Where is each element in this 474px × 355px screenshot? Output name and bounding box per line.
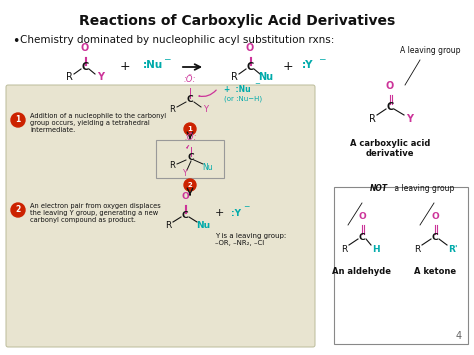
Text: :Y: :Y	[231, 208, 241, 218]
Text: Y: Y	[98, 72, 104, 82]
Text: −: −	[318, 55, 326, 64]
Text: H: H	[372, 245, 380, 253]
Circle shape	[11, 113, 25, 127]
Text: Reactions of Carboxylic Acid Derivatives: Reactions of Carboxylic Acid Derivatives	[79, 14, 395, 28]
Text: 2: 2	[15, 206, 21, 214]
Text: C: C	[82, 62, 89, 72]
Text: R: R	[341, 245, 347, 253]
Text: Nu: Nu	[258, 72, 273, 82]
Text: NOT: NOT	[370, 184, 388, 193]
Text: Nu: Nu	[196, 220, 210, 229]
Text: −: −	[243, 202, 249, 212]
Text: −: −	[163, 55, 171, 64]
Text: A carboxylic acid
derivative: A carboxylic acid derivative	[350, 139, 430, 158]
Text: +  :Nu: + :Nu	[224, 86, 251, 94]
Text: :Y: :Y	[302, 60, 313, 70]
Text: R: R	[169, 105, 175, 115]
Text: Addition of a nucleophile to the carbonyl
group occurs, yielding a tetrahedral
i: Addition of a nucleophile to the carbony…	[30, 113, 166, 133]
Text: (or :Nu−H): (or :Nu−H)	[224, 96, 262, 102]
Text: R: R	[169, 162, 175, 170]
Text: Y: Y	[407, 114, 413, 124]
Text: R: R	[414, 245, 420, 253]
Text: An electron pair from oxygen displaces
the leaving Y group, generating a new
car: An electron pair from oxygen displaces t…	[30, 203, 161, 223]
Text: R: R	[65, 72, 73, 82]
Text: 1: 1	[188, 126, 192, 132]
Text: A leaving group: A leaving group	[400, 46, 460, 55]
Text: C: C	[188, 153, 194, 163]
FancyBboxPatch shape	[6, 85, 315, 347]
Circle shape	[184, 179, 196, 191]
Text: C: C	[246, 62, 254, 72]
Text: O: O	[358, 212, 366, 221]
Text: A ketone: A ketone	[414, 267, 456, 276]
Text: −: −	[254, 81, 260, 87]
Text: R: R	[369, 114, 375, 124]
Text: C: C	[182, 211, 188, 219]
Circle shape	[184, 123, 196, 135]
Text: An aldehyde: An aldehyde	[332, 267, 392, 276]
Text: +: +	[214, 208, 224, 218]
Text: O: O	[246, 43, 254, 53]
Text: :Nu: :Nu	[143, 60, 163, 70]
Text: a leaving group: a leaving group	[392, 184, 455, 193]
FancyArrowPatch shape	[199, 90, 216, 97]
Text: •: •	[12, 35, 19, 48]
Text: O: O	[431, 212, 439, 221]
Text: R: R	[230, 72, 237, 82]
Text: O: O	[386, 81, 394, 91]
Text: 2: 2	[188, 182, 192, 188]
Text: 4: 4	[456, 331, 462, 341]
Text: R': R'	[448, 245, 458, 253]
Text: C: C	[187, 95, 193, 104]
Circle shape	[11, 203, 25, 217]
Text: :Ö:: :Ö:	[184, 75, 196, 84]
Text: Y is a leaving group:
–OR, –NR₂, –Cl: Y is a leaving group: –OR, –NR₂, –Cl	[215, 233, 286, 246]
Text: C: C	[386, 102, 393, 112]
Text: Nu: Nu	[203, 164, 213, 173]
Text: Chemistry dominated by nucleophilic acyl substitution rxns:: Chemistry dominated by nucleophilic acyl…	[20, 35, 334, 45]
Text: :Ö:: :Ö:	[185, 133, 197, 142]
Text: Y: Y	[182, 169, 187, 179]
Text: Y: Y	[203, 105, 209, 115]
Text: 1: 1	[15, 115, 21, 125]
Text: C: C	[359, 233, 365, 241]
Text: +: +	[120, 60, 130, 73]
FancyArrowPatch shape	[187, 146, 189, 148]
Text: +: +	[283, 60, 293, 73]
Text: O: O	[181, 192, 189, 201]
Text: R: R	[165, 220, 171, 229]
Text: O: O	[81, 43, 89, 53]
Text: C: C	[432, 233, 438, 241]
